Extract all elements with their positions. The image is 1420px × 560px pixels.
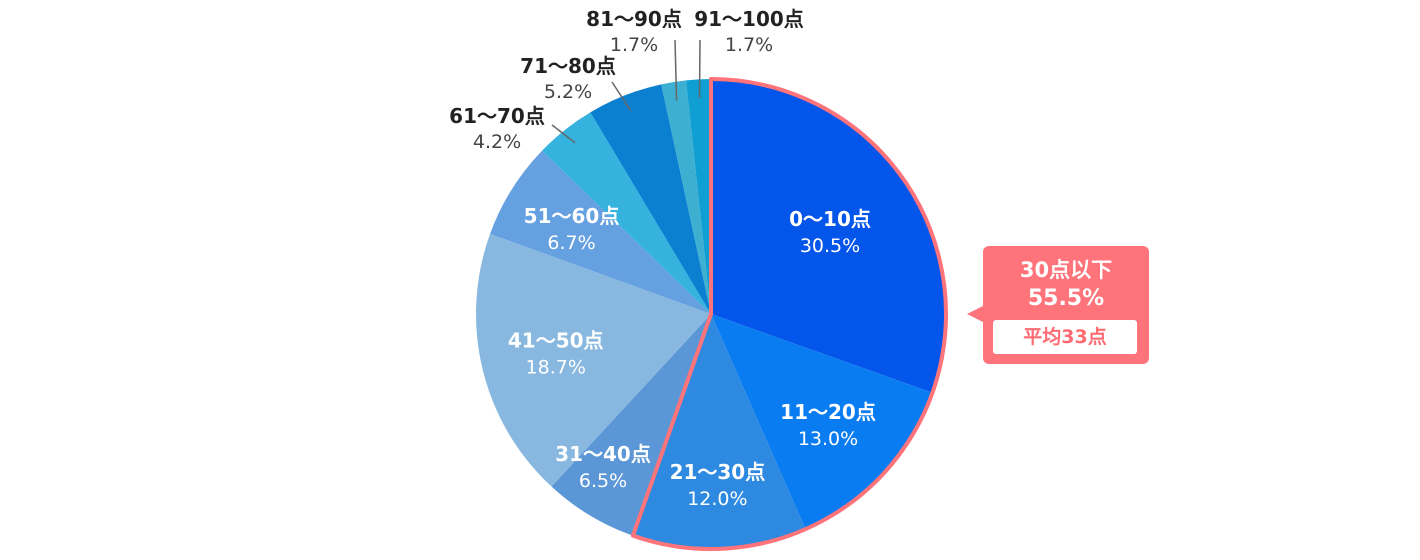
callout-title: 30点以下 <box>1019 258 1113 282</box>
leader-line <box>698 39 701 99</box>
slice-label: 11〜20点 <box>780 400 876 424</box>
slice-percent: 6.5% <box>579 470 627 492</box>
pie-slice <box>490 150 711 314</box>
pie-slice <box>661 80 711 314</box>
slice-percent: 1.7% <box>610 34 658 56</box>
callout-percent: 55.5% <box>1027 286 1105 311</box>
highlight-outline <box>630 77 948 551</box>
slice-percent: 4.2% <box>473 131 521 153</box>
pie-slice <box>476 233 711 487</box>
slice-label: 71〜80点 <box>520 54 616 78</box>
leader-line <box>551 124 576 144</box>
slice-percent: 5.2% <box>544 81 592 103</box>
pie-slice <box>711 79 947 393</box>
leader-line <box>674 39 678 101</box>
slice-label: 91〜100点 <box>694 7 804 31</box>
slice-label: 0〜10点 <box>789 207 871 231</box>
slice-percent: 13.0% <box>798 428 858 450</box>
slice-label: 21〜30点 <box>670 460 766 484</box>
pie-slice <box>711 314 933 530</box>
slice-percent: 6.7% <box>547 232 595 254</box>
slice-percent: 12.0% <box>687 488 747 510</box>
slice-percent: 1.7% <box>725 34 773 56</box>
slice-percent: 18.7% <box>526 357 586 379</box>
slice-label: 51〜60点 <box>524 204 620 228</box>
slice-label: 41〜50点 <box>508 329 604 353</box>
pie-slice <box>551 314 711 536</box>
pie-slice <box>686 78 711 314</box>
slice-percent: 30.5% <box>800 235 860 257</box>
pie-slice <box>541 112 711 314</box>
leader-line <box>611 81 632 112</box>
pie-slice <box>632 314 806 550</box>
slice-label: 81〜90点 <box>586 7 682 31</box>
callout-average-badge: 平均33点 <box>993 320 1137 354</box>
slice-label: 61〜70点 <box>449 104 545 128</box>
pie-slice <box>590 84 711 314</box>
slice-label: 31〜40点 <box>555 442 651 466</box>
highlight-callout: 30点以下 55.5% 平均33点 <box>967 246 1149 364</box>
